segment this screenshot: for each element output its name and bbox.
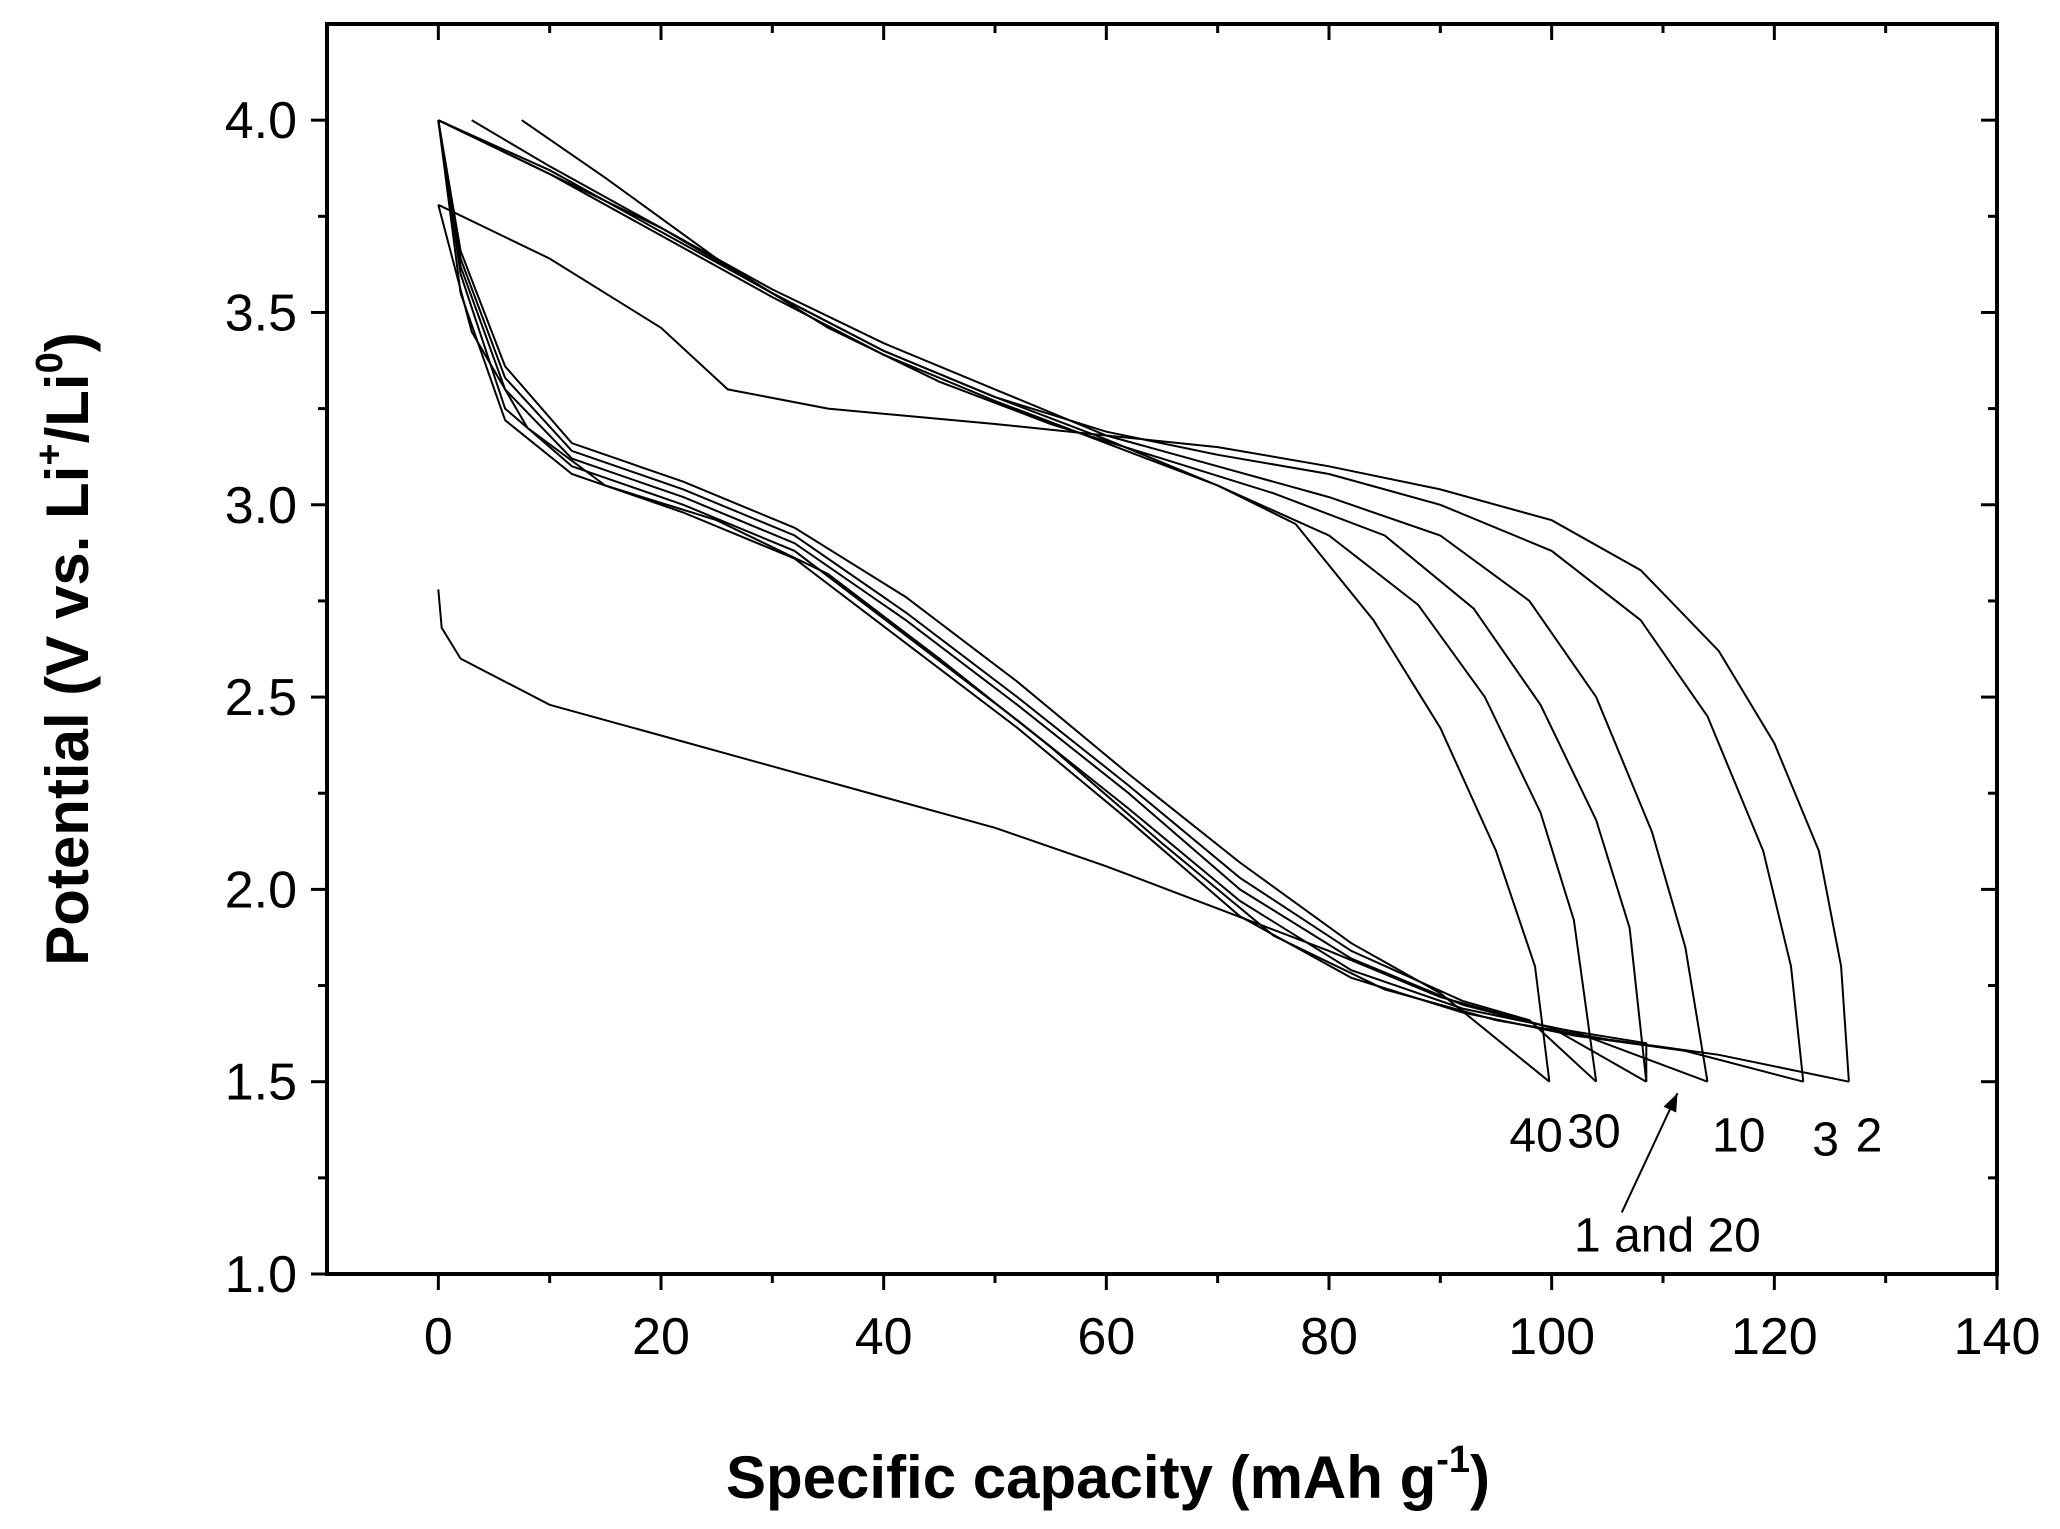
plot-curves — [437, 119, 1850, 1083]
axis-ticks: 0 20 40 60 80 100 120 140 1.0 1.5 2.0 2.5 3.0 3.5 4.0 — [225, 24, 2041, 1366]
x-tick-label: 0 — [424, 1308, 453, 1366]
x-tick-label: 100 — [1508, 1308, 1595, 1366]
x-tick-label: 40 — [855, 1308, 913, 1366]
y-tick-label: 4.0 — [225, 92, 297, 150]
x-axis-title-sup: -1 — [1436, 1439, 1470, 1481]
y-axis-title-main: Potential (V vs. Li — [34, 466, 101, 966]
y-tick-label: 3.5 — [225, 284, 297, 342]
x-tick-label: 60 — [1077, 1308, 1135, 1366]
curve-annotations: 40 30 10 3 2 1 and 20 — [1509, 1092, 1883, 1263]
x-tick-label: 140 — [1954, 1308, 2041, 1366]
annotation-label: 1 and 20 — [1574, 1210, 1761, 1263]
x-tick-label: 80 — [1300, 1308, 1358, 1366]
annotation-arrow-head — [1663, 1093, 1678, 1113]
series-11 — [437, 119, 1551, 1082]
annotation-label: 40 — [1509, 1110, 1562, 1163]
x-tick-label: 120 — [1731, 1308, 1818, 1366]
y-axis-title: Potential (V vs. Li+/Li0) — [29, 332, 101, 965]
y-tick-label: 1.5 — [225, 1054, 297, 1112]
annotation-label: 2 — [1856, 1110, 1883, 1163]
annotation-label: 30 — [1567, 1106, 1620, 1159]
series-9 — [437, 119, 1598, 1082]
y-tick-label: 1.0 — [225, 1246, 297, 1304]
plot-frame — [325, 22, 1999, 1276]
y-axis-title-sup2: 0 — [29, 352, 71, 373]
series-1 — [437, 203, 1850, 1082]
y-tick-label: 2.0 — [225, 861, 297, 919]
x-axis-title-end: ) — [1470, 1444, 1490, 1511]
y-axis-title-end: ) — [34, 332, 101, 352]
x-axis-title: Specific capacity (mAh g-1) — [726, 1439, 1490, 1511]
x-axis-title-main: Specific capacity (mAh g — [726, 1444, 1436, 1511]
series-3 — [437, 119, 1805, 1082]
series-12 — [437, 120, 1551, 1083]
annotation-label: 3 — [1812, 1113, 1839, 1166]
series-10 — [437, 120, 1597, 1083]
annotation-label: 10 — [1712, 1110, 1765, 1163]
annotation-arrow-line — [1620, 1092, 1679, 1213]
y-axis-title-sup1: + — [29, 443, 71, 465]
series-5 — [471, 119, 1709, 1082]
series-7 — [521, 119, 1648, 1082]
x-tick-label: 20 — [632, 1308, 690, 1366]
y-tick-label: 3.0 — [225, 477, 297, 535]
series-6 — [437, 120, 1708, 1083]
y-axis-title-mid: /Li — [34, 373, 101, 443]
y-tick-label: 2.5 — [225, 669, 297, 727]
